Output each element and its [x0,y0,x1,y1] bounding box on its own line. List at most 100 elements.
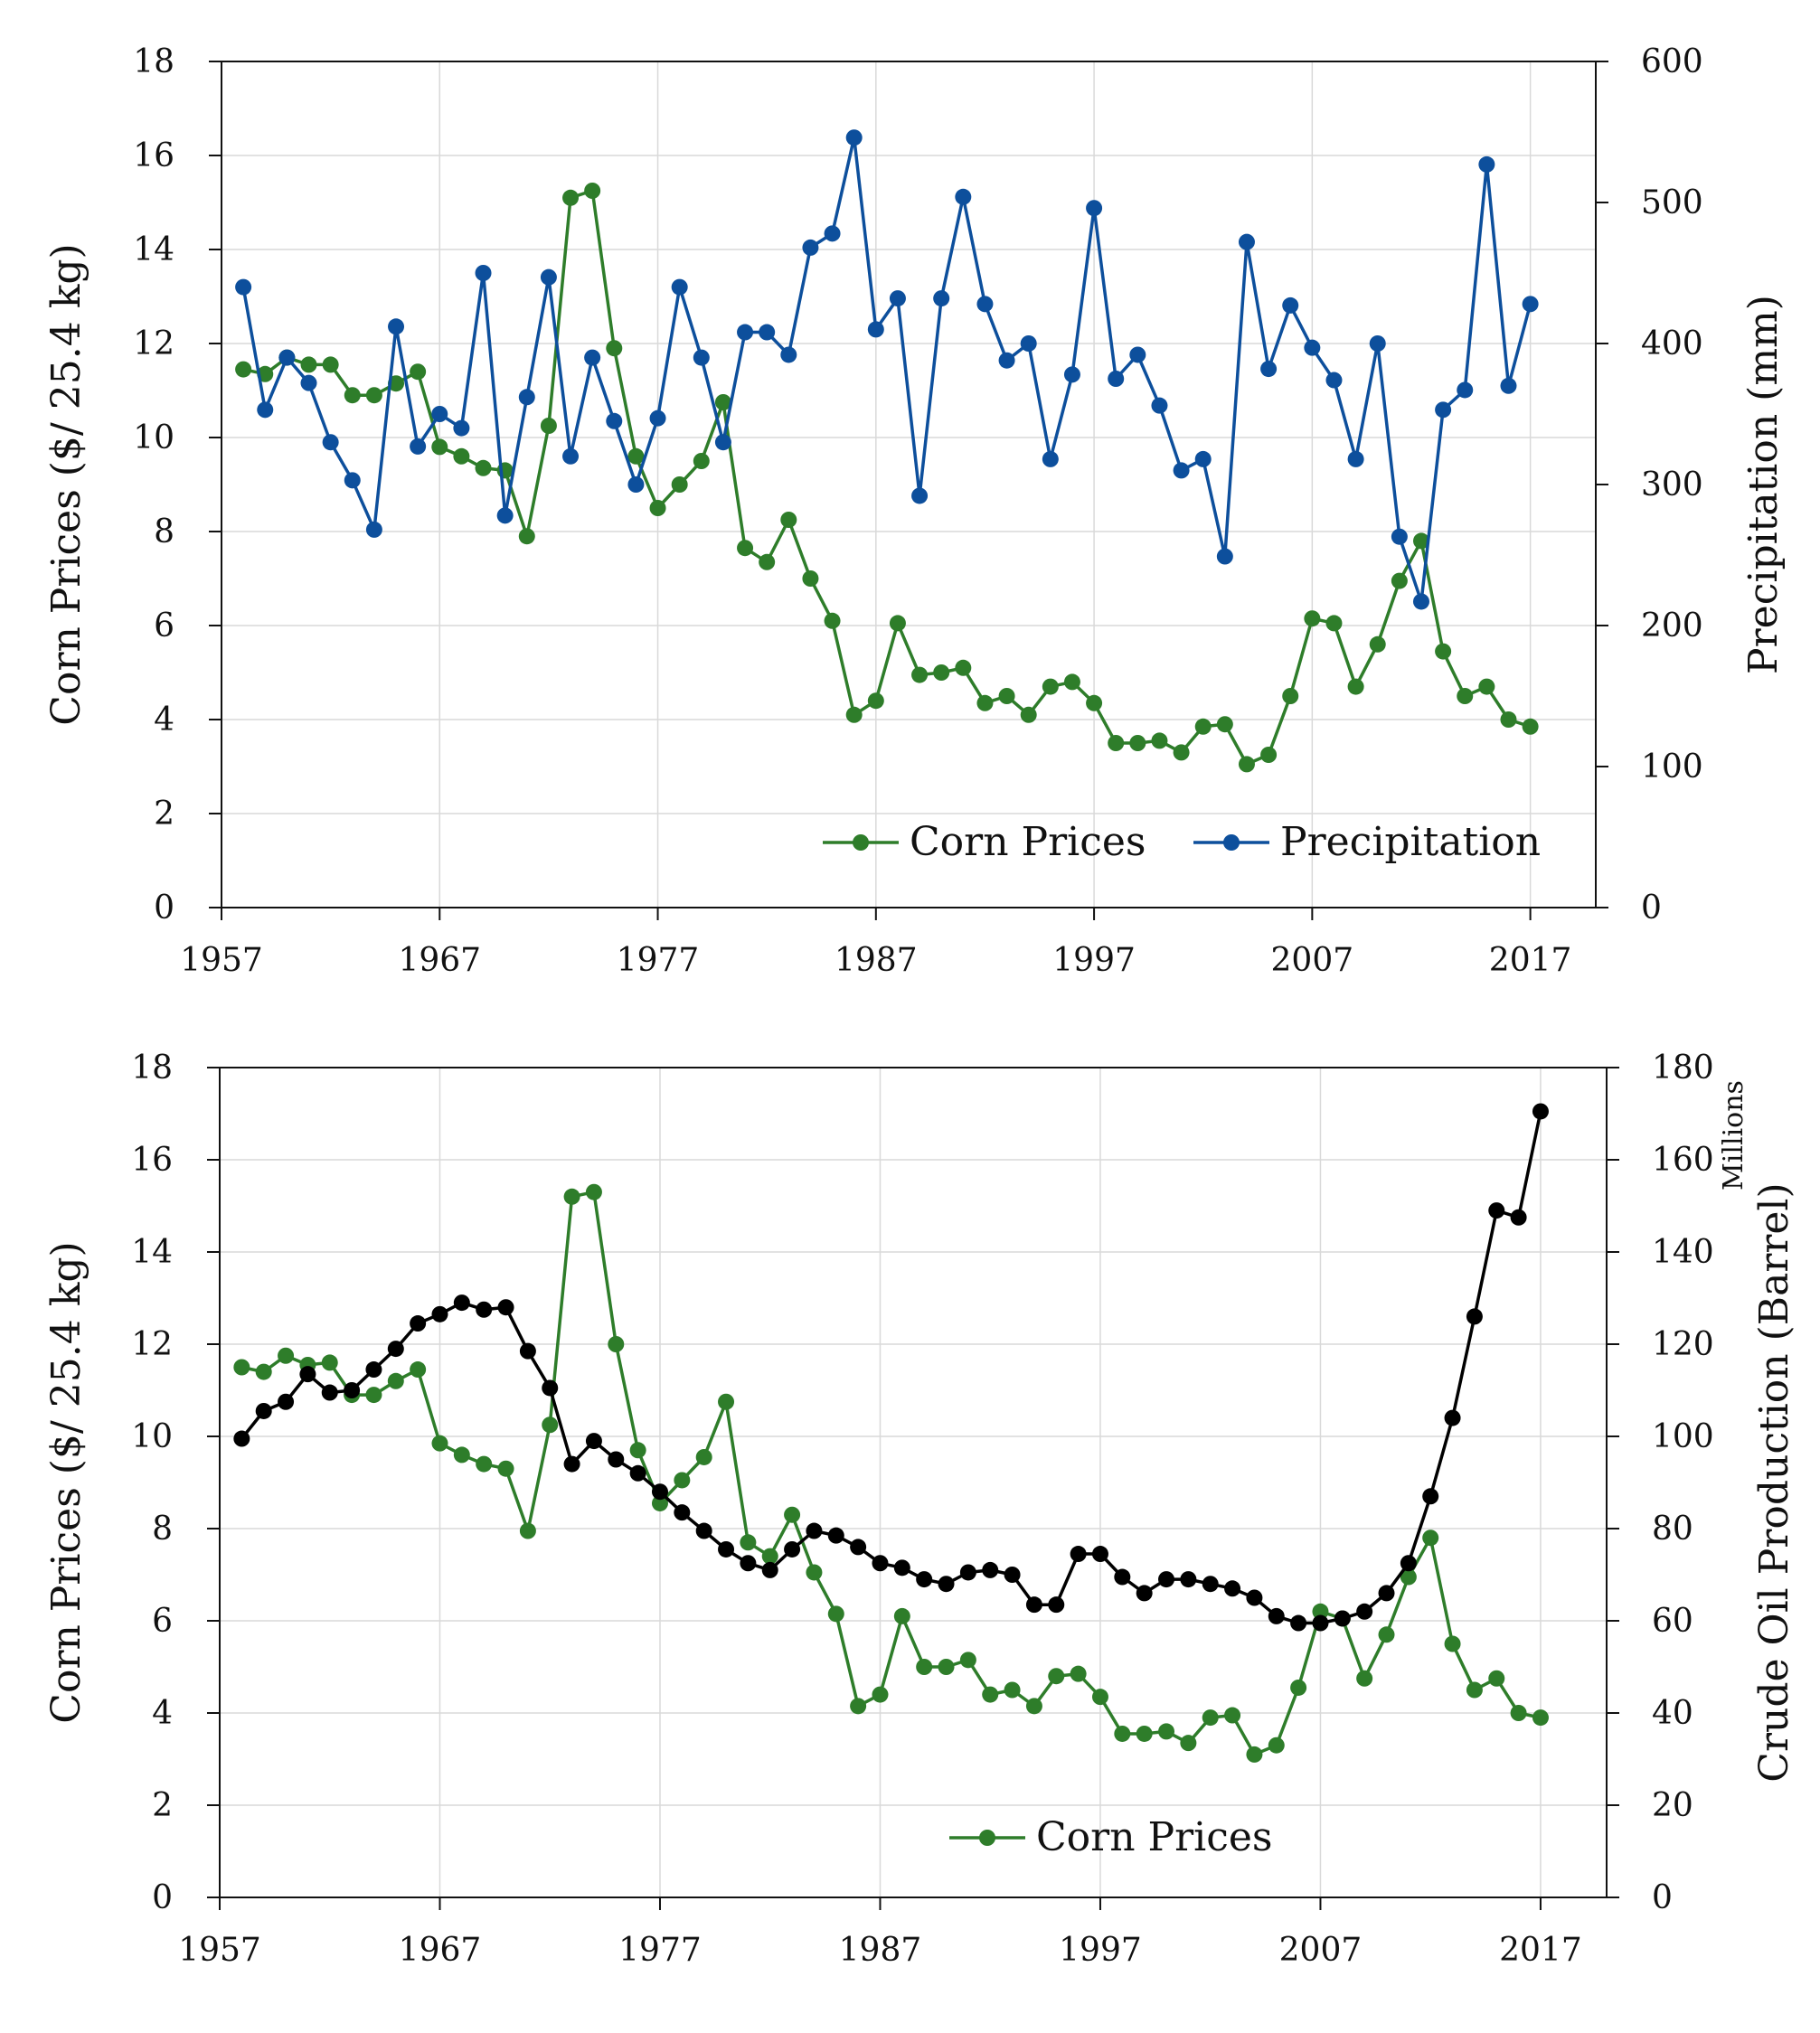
data-point [714,434,731,451]
data-point [1532,1103,1549,1120]
y-tick-label-right: 180 [1652,1049,1714,1087]
y-tick-label-left: 8 [154,513,174,551]
data-point [955,659,972,676]
data-point [1435,401,1452,419]
data-point [344,1382,361,1398]
data-point [1290,1614,1307,1632]
data-point [780,512,797,528]
data-point [1532,1709,1549,1727]
plot-frame [219,1067,1608,1898]
data-point [497,1460,514,1477]
y-axis-title-left: Corn Prices ($/ 25.4 kg) [43,243,90,725]
data-point [1282,296,1299,314]
data-point [278,349,296,366]
data-point [1400,1568,1417,1586]
data-point [845,706,863,723]
data-point [761,1561,778,1578]
data-point [518,528,535,545]
y-tick-label-right: 0 [1652,1879,1673,1916]
data-point [827,1605,844,1623]
x-tick-label: 1987 [839,1932,922,1969]
y-axis-note-right: Millions [1718,1080,1749,1191]
y-tick-label-right: 120 [1652,1326,1714,1363]
data-point [563,1455,580,1473]
data-point [695,1522,712,1539]
data-point [542,1379,559,1397]
data-point [982,1561,999,1578]
data-point [759,553,776,570]
data-point [933,664,950,681]
data-point [1435,643,1452,660]
data-point [257,401,274,419]
data-point [431,406,448,422]
data-point [998,688,1015,704]
data-point [938,1576,955,1593]
data-point [278,1393,295,1410]
y-tick-label-left: 0 [154,889,174,927]
data-point [606,340,623,357]
data-point [1290,1679,1307,1696]
data-point [1500,711,1517,728]
data-point [1369,335,1386,352]
x-tick-label: 1997 [1059,1932,1142,1969]
data-point [1268,1737,1285,1754]
data-point [1151,732,1168,749]
data-point [1114,1568,1131,1586]
y-tick-label-left: 16 [131,1142,173,1179]
y-tick-label-right: 140 [1652,1234,1714,1271]
data-point [453,447,470,465]
data-point [1108,371,1125,387]
data-point [1522,296,1539,313]
data-point [453,1294,470,1312]
data-point [872,1686,889,1703]
y-tick-label-right: 40 [1652,1695,1693,1732]
data-point [563,1188,580,1205]
data-point [519,1342,536,1360]
data-point [497,1299,514,1316]
data-point [693,349,710,366]
data-point [824,225,841,242]
data-point [431,1435,448,1452]
y-tick-label-right: 100 [1641,748,1703,786]
data-point [1444,1409,1461,1426]
data-point [1004,1567,1021,1583]
legend: Corn Prices [949,1814,1273,1860]
data-point [850,1539,867,1556]
y-tick-label-right: 200 [1641,607,1703,645]
data-point [1304,339,1321,356]
legend-marker [1223,834,1240,851]
data-point [784,1506,801,1523]
data-point [1500,377,1517,394]
data-point [1180,1571,1197,1588]
data-point [608,1336,625,1352]
legend-marker [979,1830,995,1846]
y-tick-label-right: 600 [1641,43,1703,80]
data-point [1224,1580,1241,1597]
data-point [737,324,754,341]
y-tick-label-left: 0 [152,1879,173,1916]
data-point [388,318,405,335]
data-point [1488,1202,1505,1219]
y-tick-label-right: 0 [1641,889,1662,927]
data-point [1129,735,1146,751]
x-tick-label: 2017 [1499,1932,1582,1969]
data-point [718,1393,735,1410]
data-point [1422,1488,1439,1505]
data-point [1260,361,1278,378]
data-point [649,500,666,516]
data-point [278,1347,295,1364]
data-point [542,1417,559,1434]
y-tick-label-right: 300 [1641,466,1703,504]
data-point [955,188,972,205]
data-point [1173,744,1190,761]
data-point [410,1315,427,1332]
data-point [1422,1529,1439,1547]
data-point [585,1183,602,1200]
data-point [1180,1735,1197,1752]
legend-label: Precipitation [1280,819,1541,865]
data-point [629,1442,646,1459]
data-point [759,324,776,341]
data-point [1400,1555,1417,1572]
data-point [1510,1209,1527,1226]
data-point [976,296,994,313]
